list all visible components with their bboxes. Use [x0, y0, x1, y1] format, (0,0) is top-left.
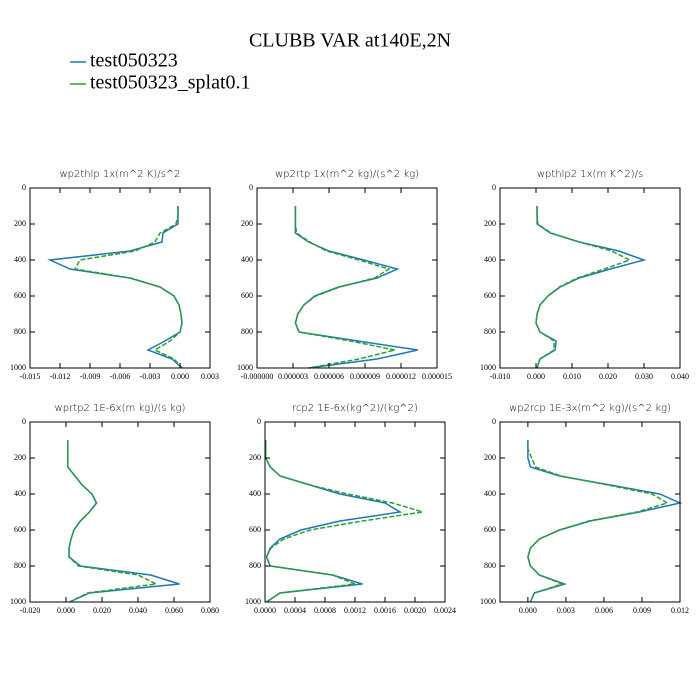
x-tick-label: 0.000012 [386, 372, 416, 381]
panel-title: wpthlp2 1x(m K^2)/s [537, 169, 643, 180]
y-tick-label: 600 [14, 525, 26, 534]
y-tick-label: 1000 [480, 363, 496, 372]
x-tick-label: 0.0008 [314, 606, 336, 615]
y-tick-label: 0 [22, 183, 26, 192]
y-tick-label: 400 [249, 489, 261, 498]
x-tick-label: 0.000 [519, 606, 537, 615]
x-tick-label: 0.010 [563, 372, 581, 381]
panel-title: wp2rcp 1E-3x(m^2 kg)/(s^2 kg) [509, 403, 671, 414]
x-tick-label: 0.0024 [434, 606, 456, 615]
x-tick-label: 0.003 [557, 606, 575, 615]
y-tick-label: 800 [484, 561, 496, 570]
x-tick-label: 0.012 [671, 606, 689, 615]
plot-frame [29, 187, 211, 369]
main-title: CLUBB VAR at140E,2N [249, 30, 451, 52]
profile-line [265, 440, 423, 603]
y-tick-label: 600 [249, 525, 261, 534]
y-tick-label: 400 [484, 255, 496, 264]
y-tick-label: 600 [14, 291, 26, 300]
profile-line [47, 206, 183, 369]
y-tick-label: 0 [257, 417, 261, 426]
x-tick-label: -0.009 [80, 372, 101, 381]
x-tick-label: 0.080 [201, 606, 219, 615]
profile-line [67, 440, 180, 603]
profile-line [73, 206, 183, 369]
x-tick-label: 0.0004 [284, 606, 306, 615]
panel-title: rcp2 1E-6x(kg^2)/(kg^2) [292, 403, 418, 414]
x-tick-label: 0.020 [93, 606, 111, 615]
x-tick-label: 0.000 [171, 372, 189, 381]
x-tick-label: -0.015 [20, 372, 41, 381]
y-tick-label: 800 [14, 327, 26, 336]
panel-title: wprtp2 1E-6x(m kg)/(s kg) [55, 403, 186, 414]
legend-label: test050323 [90, 50, 178, 72]
y-tick-label: 800 [14, 561, 26, 570]
x-tick-label: 0.020 [599, 372, 617, 381]
y-tick-label: 800 [241, 327, 253, 336]
profile-line [265, 440, 403, 603]
y-tick-label: 200 [14, 453, 26, 462]
x-tick-label: 0.000 [527, 372, 545, 381]
y-tick-label: 200 [249, 453, 261, 462]
x-tick-label: 0.040 [129, 606, 147, 615]
y-tick-label: 600 [241, 291, 253, 300]
plot-frame [256, 187, 438, 369]
x-tick-label: 0.040 [671, 372, 689, 381]
y-tick-label: 800 [249, 561, 261, 570]
x-tick-label: -0.012 [50, 372, 71, 381]
y-tick-label: 400 [241, 255, 253, 264]
plot-frame [499, 421, 681, 603]
profile-line [527, 440, 670, 603]
x-tick-label: -0.000000 [241, 372, 274, 381]
x-tick-label: -0.003 [140, 372, 161, 381]
plot-frame [499, 187, 681, 369]
profile-line [535, 206, 632, 369]
x-tick-label: 0.006 [595, 606, 613, 615]
x-tick-label: 0.0000 [254, 606, 276, 615]
plot-frame [29, 421, 211, 603]
x-tick-label: 0.009 [633, 606, 651, 615]
y-tick-label: 1000 [480, 597, 496, 606]
panel-title: wp2thlp 1x(m^2 K)/s^2 [59, 169, 180, 180]
profile-line [527, 440, 683, 603]
x-tick-label: 0.000009 [350, 372, 380, 381]
profile-line [294, 206, 396, 369]
x-tick-label: 0.000 [57, 606, 75, 615]
x-tick-label: 0.003 [201, 372, 219, 381]
x-tick-label: -0.010 [490, 372, 511, 381]
y-tick-label: 800 [484, 327, 496, 336]
x-tick-label: -0.006 [110, 372, 131, 381]
panel-title: wp2rtp 1x(m^2 kg)/(s^2 kg) [275, 169, 419, 180]
y-tick-label: 200 [14, 219, 26, 228]
x-tick-label: 0.000015 [422, 372, 452, 381]
legend-label: test050323_splat0.1 [90, 72, 251, 94]
y-tick-label: 600 [484, 525, 496, 534]
y-tick-label: 1000 [237, 363, 253, 372]
x-tick-label: 0.0012 [344, 606, 366, 615]
y-tick-label: 0 [22, 417, 26, 426]
x-tick-label: 0.000003 [278, 372, 308, 381]
y-tick-label: 0 [249, 183, 253, 192]
y-tick-label: 1000 [10, 363, 26, 372]
y-tick-label: 400 [14, 489, 26, 498]
y-tick-label: 400 [14, 255, 26, 264]
y-tick-label: 0 [492, 183, 496, 192]
x-tick-label: 0.030 [635, 372, 653, 381]
y-tick-label: 200 [484, 453, 496, 462]
y-tick-label: 0 [492, 417, 496, 426]
x-tick-label: 0.0020 [404, 606, 426, 615]
profile-line [535, 206, 647, 369]
x-tick-label: 0.000006 [314, 372, 344, 381]
y-tick-label: 1000 [245, 597, 261, 606]
y-tick-label: 1000 [10, 597, 26, 606]
profile-line [294, 206, 418, 369]
y-tick-label: 400 [484, 489, 496, 498]
y-tick-label: 200 [241, 219, 253, 228]
y-tick-label: 200 [484, 219, 496, 228]
x-tick-label: 0.060 [165, 606, 183, 615]
x-tick-label: -0.020 [20, 606, 41, 615]
x-tick-label: 0.0016 [374, 606, 396, 615]
y-tick-label: 600 [484, 291, 496, 300]
